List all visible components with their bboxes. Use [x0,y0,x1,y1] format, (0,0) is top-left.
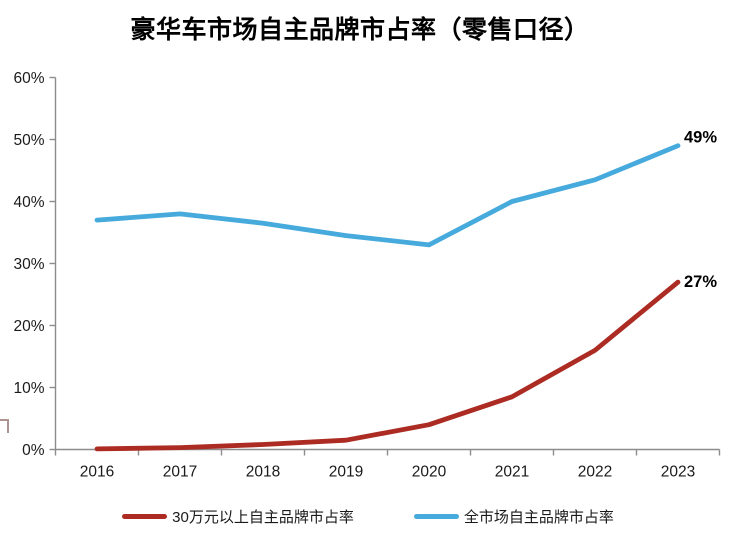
series-line-total-market [94,143,681,248]
y-axis-label: 30% [13,256,44,273]
x-axis-label: 2019 [329,464,363,481]
legend-swatch-blue-line [413,514,459,519]
y-axis-label: 0% [22,442,45,459]
x-axis-label: 2023 [661,464,695,481]
x-axis-label: 2021 [495,464,529,481]
y-axis-label: 20% [13,318,44,335]
series-line-premium-brands [94,279,681,452]
data-label-blue-end: 49% [684,129,717,147]
legend-item-premium-brands: 30万元以上自主品牌市占率 [122,506,354,527]
y-axis-label: 50% [13,132,44,149]
chart-title: 豪华车市场自主品牌市占率（零售口径） [130,16,590,44]
legend-item-total-market: 全市场自主品牌市占率 [413,506,614,527]
data-label-red-end: 27% [684,273,717,291]
legend-label: 全市场自主品牌市占率 [463,509,614,526]
x-axis-label: 2018 [246,464,280,481]
y-axis-label: 40% [13,194,44,211]
x-axis-label: 2020 [412,464,447,481]
cropped-edge-artifact [0,419,9,433]
x-axis-label: 2016 [80,464,114,481]
x-axis-label: 2022 [578,464,612,481]
legend: 30万元以上自主品牌市占率 全市场自主品牌市占率 [0,506,736,527]
legend-label: 30万元以上自主品牌市占率 [172,509,354,526]
x-axis-label: 2017 [163,464,197,481]
y-axis-label: 10% [13,380,44,397]
y-axis-label: 60% [13,70,44,87]
legend-swatch-red-line [122,514,168,519]
